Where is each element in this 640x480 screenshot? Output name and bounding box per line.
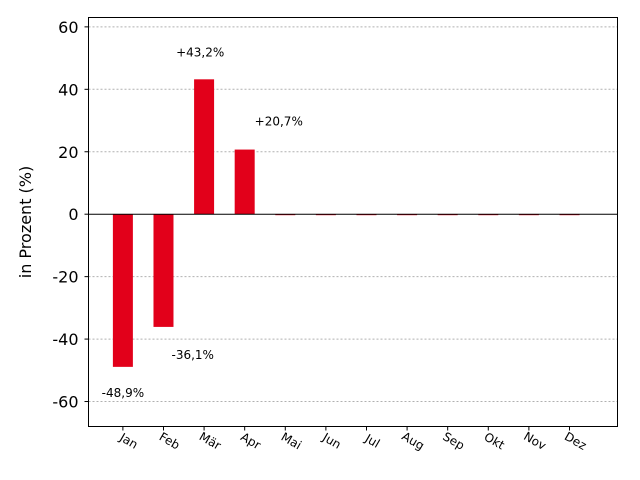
x-tick-label: Feb <box>157 430 182 453</box>
x-tick-label: Aug <box>399 429 426 453</box>
x-tick-label: Mai <box>279 430 304 453</box>
y-tick-label: 20 <box>58 143 78 162</box>
data-label: -48,9% <box>102 386 144 400</box>
bar <box>194 79 215 215</box>
y-tick-label: -60 <box>52 393 78 412</box>
data-label: +20,7% <box>255 115 303 129</box>
y-tick-label: 40 <box>58 80 78 99</box>
y-tick-label: -20 <box>52 268 78 287</box>
x-tick-label: Nov <box>521 429 548 453</box>
y-axis-title: in Prozent (%) <box>16 166 35 278</box>
y-tick-label: 0 <box>68 205 78 224</box>
bar <box>153 214 174 327</box>
x-tick-label: Sep <box>440 429 467 452</box>
labels-layer: -60 -40 -20 0 20 40 60 Jan -48,9% Feb -36,1% Mär +43… <box>52 18 589 453</box>
plot-frame <box>88 17 618 427</box>
grid-layer <box>84 26 618 431</box>
x-tick-label: Dez <box>562 429 589 453</box>
x-tick-label: Okt <box>482 430 508 453</box>
data-label: +43,2% <box>176 45 224 59</box>
x-tick-label: Apr <box>238 430 263 453</box>
x-tick-label: Jul <box>362 431 382 451</box>
x-tick-label: Mär <box>197 429 224 452</box>
x-tick-label: Jan <box>117 430 141 452</box>
y-tick-label: -40 <box>52 330 78 349</box>
bars-layer <box>112 79 580 367</box>
bar <box>234 149 255 215</box>
bar <box>112 214 133 367</box>
data-label: -36,1% <box>171 348 213 362</box>
y-tick-label: 60 <box>58 18 78 37</box>
x-tick-label: Jun <box>319 430 343 452</box>
